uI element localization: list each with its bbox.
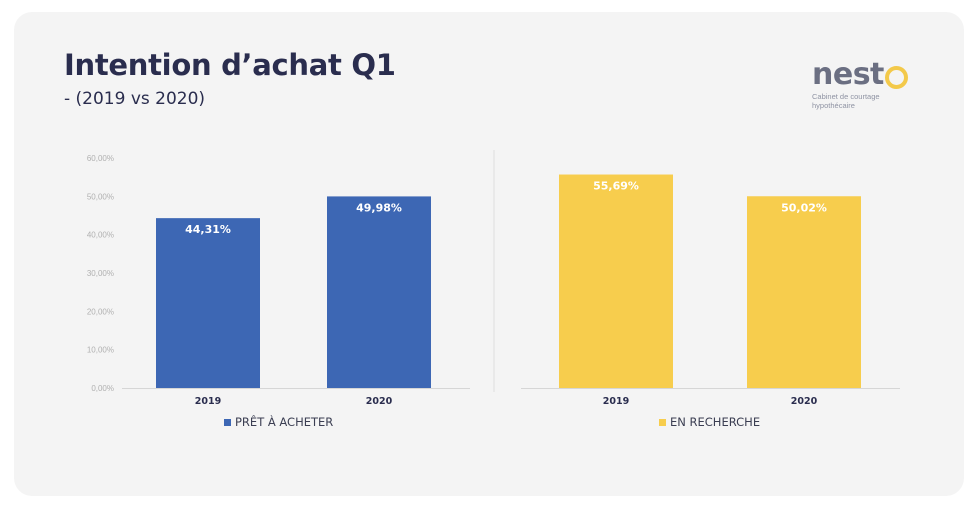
chart-right-bar xyxy=(559,174,673,388)
nesto-logo: nest Cabinet de courtage hypothécaire xyxy=(812,60,922,110)
legend-swatch-right xyxy=(659,418,666,426)
logo-tagline: Cabinet de courtage hypothécaire xyxy=(812,92,880,110)
legend-swatch-left xyxy=(224,418,231,426)
chart-right-x-tick-label: 2019 xyxy=(603,396,629,407)
chart-right-data-label: 50,02% xyxy=(781,201,827,214)
chart-left-bar xyxy=(327,196,431,388)
chart-left-y-tick-label: 0,00% xyxy=(91,384,114,393)
page-title: Intention d’achat Q1 xyxy=(64,48,396,82)
chart-left-data-label: 49,98% xyxy=(356,201,402,214)
legend-label-right: EN RECHERCHE xyxy=(670,415,761,429)
chart-left-y-tick-label: 40,00% xyxy=(87,231,114,240)
chart-left-data-label: 44,31% xyxy=(185,223,231,236)
chart-left-y-tick-label: 60,00% xyxy=(87,154,114,163)
chart-left-y-tick-label: 20,00% xyxy=(87,307,114,316)
logo-wordmark: nest xyxy=(812,60,922,90)
logo-word: nest xyxy=(812,57,884,92)
chart-left-y-tick-label: 10,00% xyxy=(87,346,114,355)
legend-left: PRÊT À ACHETER xyxy=(224,415,333,429)
chart-left-x-tick-label: 2020 xyxy=(366,396,393,407)
chart-left-y-tick-label: 30,00% xyxy=(87,269,114,278)
chart-right-data-label: 55,69% xyxy=(593,180,639,193)
chart-right-bar xyxy=(747,196,861,388)
chart-left-y-tick-label: 50,00% xyxy=(87,192,114,201)
chart-left-x-tick-label: 2019 xyxy=(195,396,221,407)
logo-o-circle-icon xyxy=(884,65,908,89)
chart-left-bar xyxy=(156,218,260,388)
legend-label-left: PRÊT À ACHETER xyxy=(235,415,334,429)
page-subtitle: - (2019 vs 2020) xyxy=(64,89,206,109)
legend-right: EN RECHERCHE xyxy=(659,415,760,429)
chart-right-x-tick-label: 2020 xyxy=(791,396,818,407)
